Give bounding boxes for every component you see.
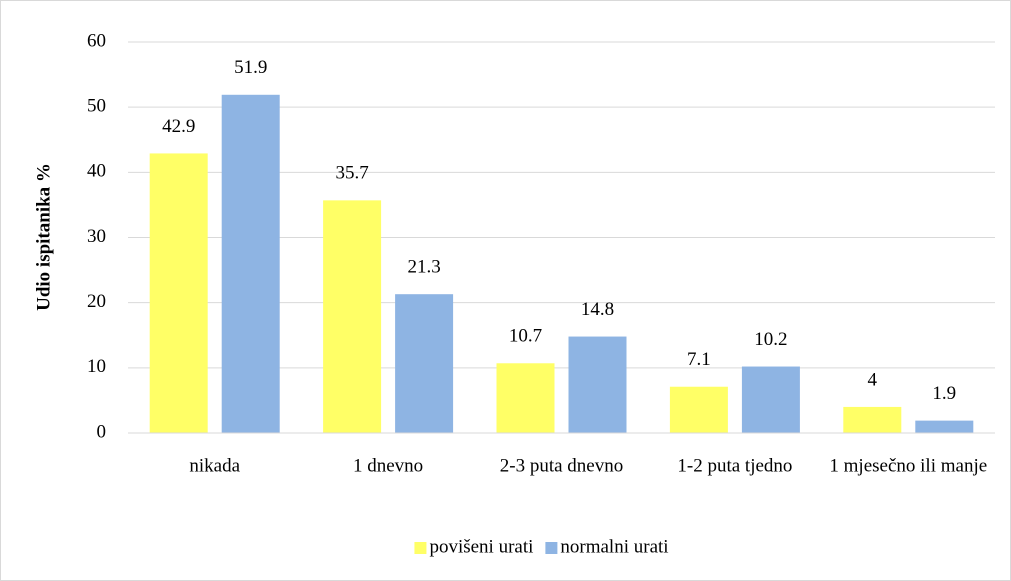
legend-swatch [414, 542, 427, 554]
y-tick-label: 30 [87, 226, 106, 247]
data-label: 4 [868, 369, 878, 390]
data-label: 51.9 [234, 57, 267, 78]
legend-item: povišeni urati [414, 536, 533, 557]
x-tick-label: 2-3 puta dnevno [500, 455, 623, 476]
legend-item: normalni urati [545, 536, 669, 557]
data-label: 10.2 [754, 329, 787, 350]
data-label: 10.7 [509, 326, 542, 347]
y-tick-label: 0 [97, 421, 107, 442]
bar [149, 153, 208, 433]
bar [568, 336, 627, 433]
y-tick-label: 10 [87, 356, 106, 377]
bar [741, 366, 800, 433]
bar [323, 200, 382, 433]
y-axis-title: Udio ispitanika % [33, 163, 54, 311]
legend-label: normalni urati [560, 536, 668, 557]
legend-label: povišeni urati [429, 536, 533, 557]
x-tick-label: nikada [189, 455, 240, 476]
bar [843, 406, 902, 433]
y-tick-label: 20 [87, 291, 106, 312]
x-tick-label: 1-2 puta tjedno [677, 455, 792, 476]
bar [221, 94, 280, 433]
y-tick-label: 50 [87, 96, 106, 117]
legend-swatch [545, 542, 558, 554]
y-tick-label: 40 [87, 161, 106, 182]
y-tick-label: 60 [87, 30, 106, 51]
data-label: 1.9 [932, 383, 956, 404]
x-tick-label: 1 mjesečno ili manje [829, 455, 987, 476]
bar [395, 294, 454, 433]
data-label: 14.8 [581, 299, 614, 320]
data-label: 35.7 [335, 163, 368, 184]
x-tick-label: 1 dnevno [353, 455, 423, 476]
bar [496, 363, 555, 433]
data-label: 7.1 [687, 349, 711, 370]
bar [915, 420, 974, 433]
bar [669, 386, 728, 433]
data-label: 42.9 [162, 116, 195, 137]
data-label: 21.3 [407, 257, 440, 278]
